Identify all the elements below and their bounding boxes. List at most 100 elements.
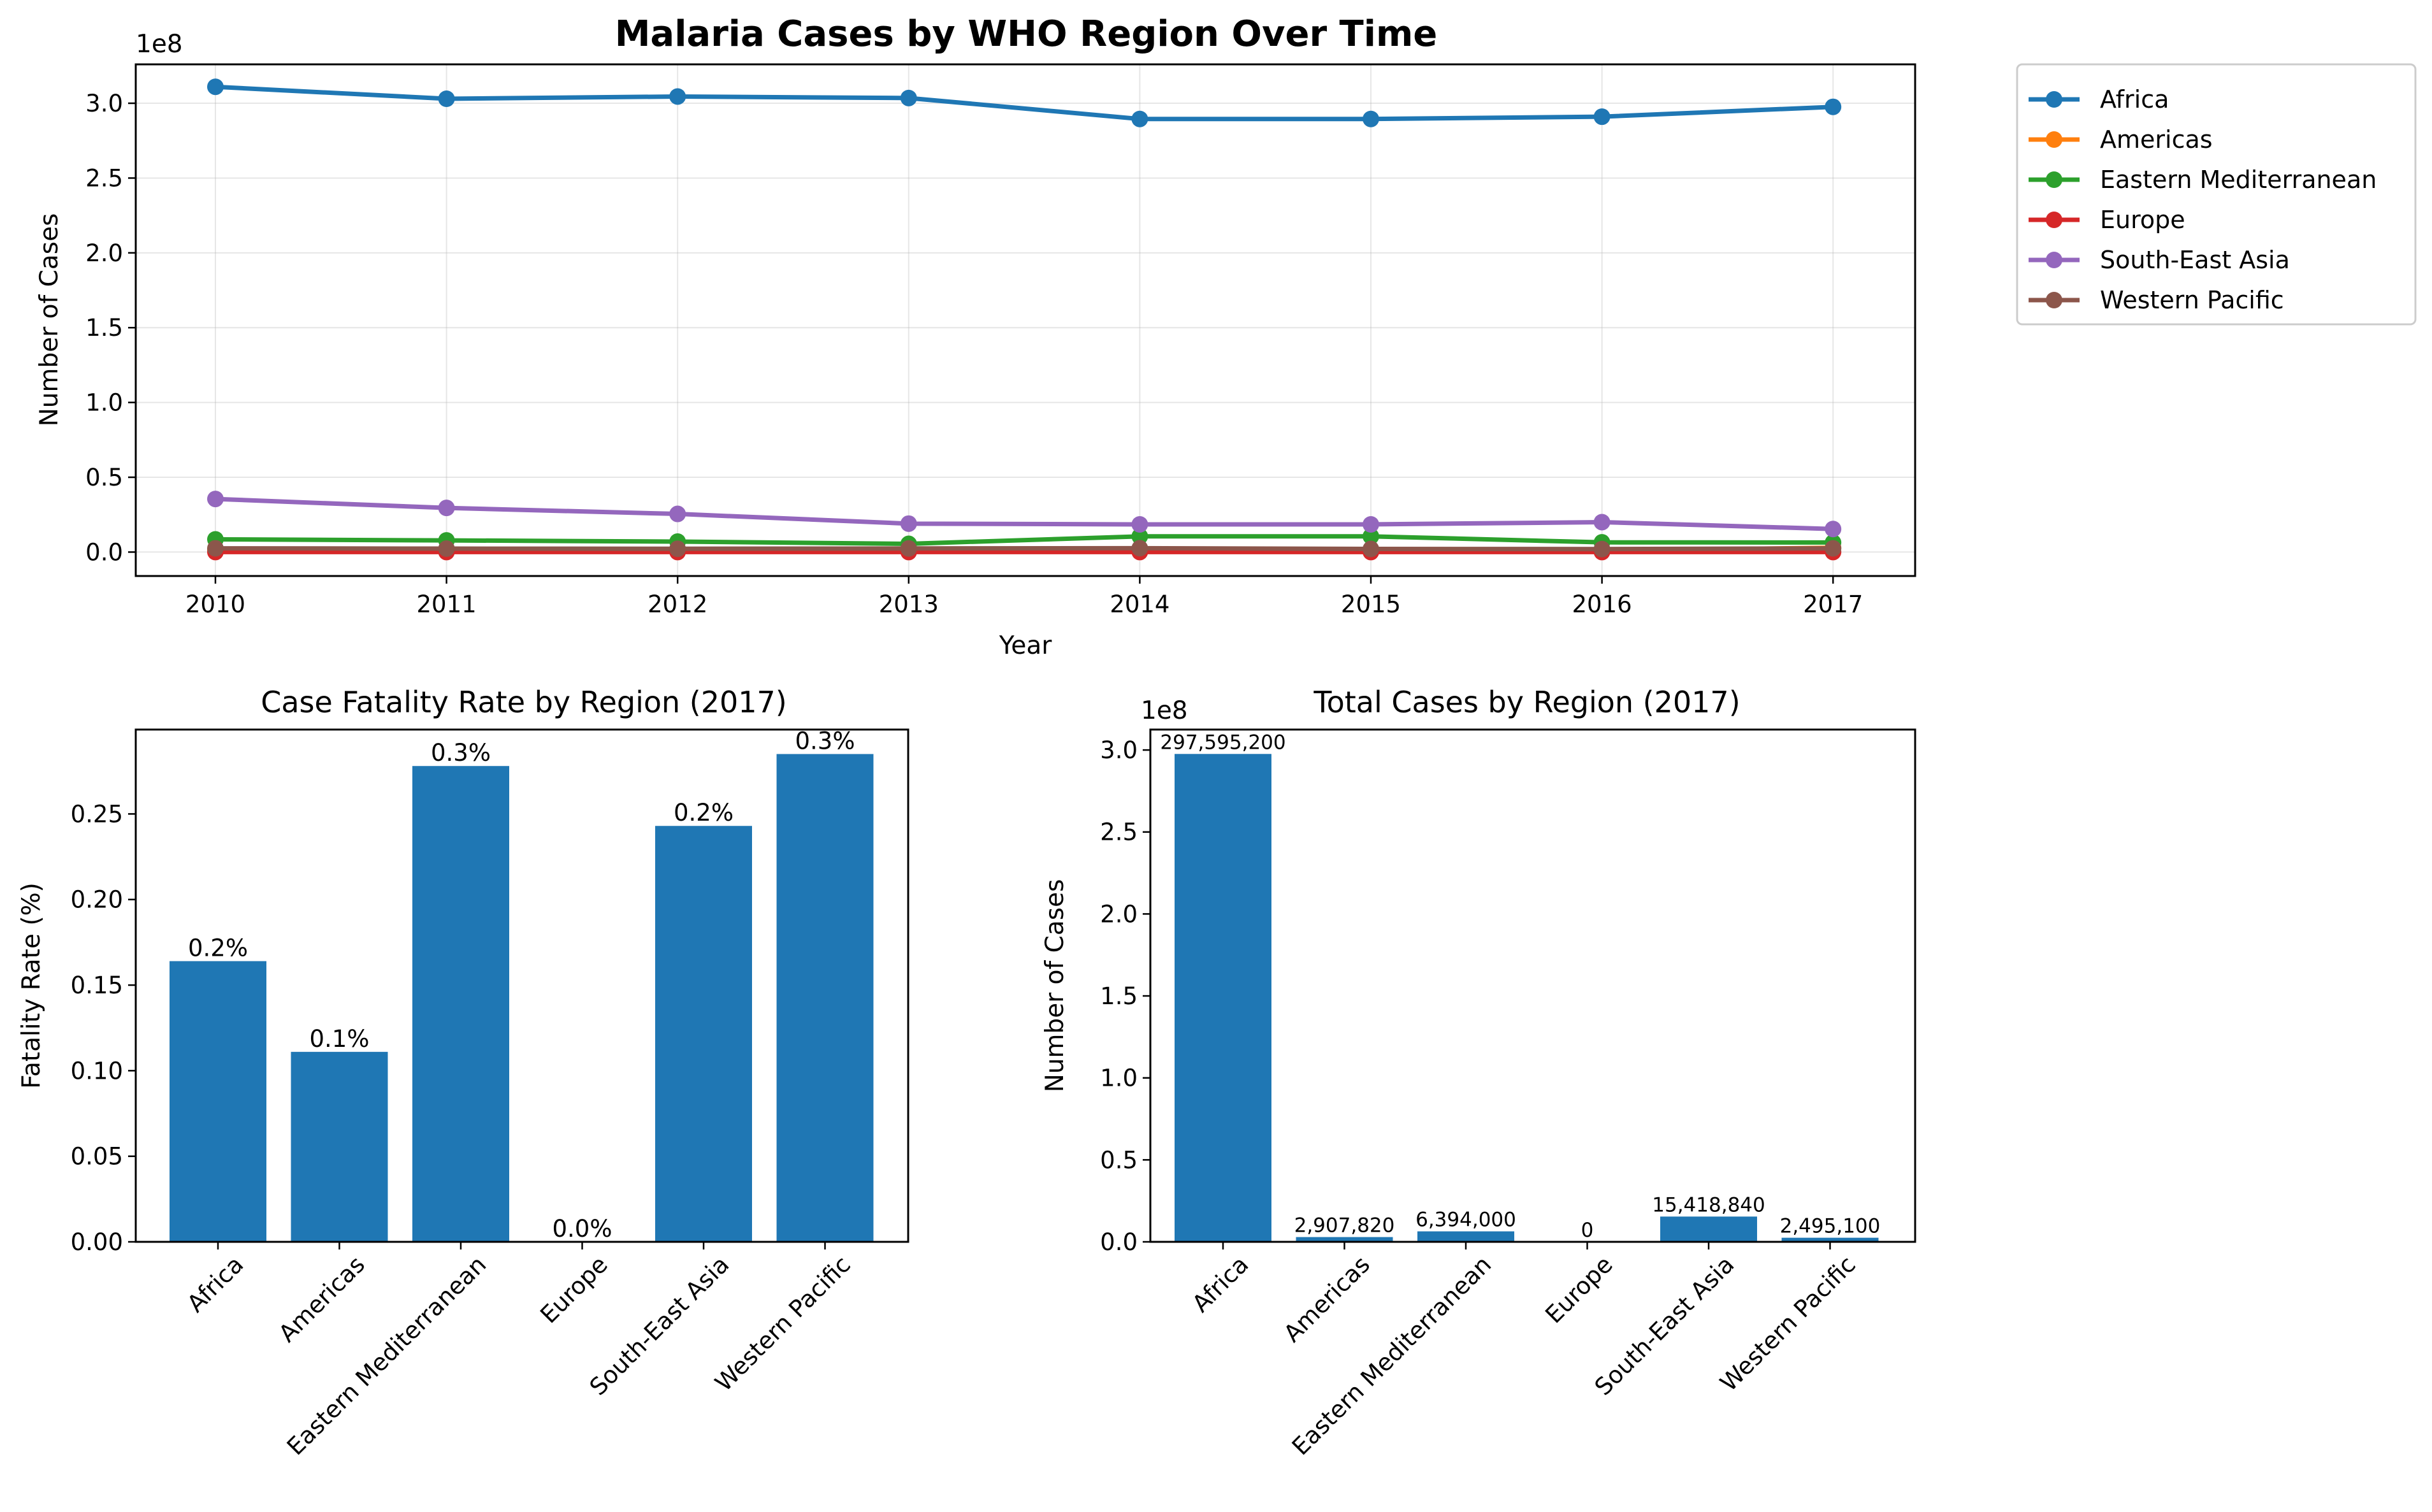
series-point — [1593, 540, 1610, 558]
line-chart-x-axis-label: Year — [999, 631, 1053, 660]
legend-marker — [2046, 171, 2062, 188]
series-western-pacific — [207, 540, 1842, 558]
cfr-bar-value-label: 0.3% — [795, 727, 855, 754]
cases-bar — [1781, 1237, 1879, 1242]
series-point — [1131, 528, 1148, 545]
cfr-bar-value-label: 0.1% — [310, 1025, 370, 1053]
cfr-y-tick-label: 0.10 — [71, 1057, 123, 1084]
series-point — [1131, 515, 1148, 533]
cfr-bar-value-label: 0.0% — [553, 1215, 612, 1242]
series-point — [207, 540, 224, 557]
series-point — [1131, 110, 1148, 127]
line-chart-y-tick-label: 2.5 — [85, 164, 123, 192]
cases-y-tick-label: 1.5 — [1100, 983, 1138, 1010]
cfr-y-tick-label: 0.00 — [71, 1228, 123, 1256]
series-point — [669, 505, 686, 522]
fatality-rate-y-ticks: 0.00 0.05 0.10 0.15 0.20 0.25 — [71, 800, 136, 1256]
line-chart-frame — [134, 63, 1916, 577]
total-cases-chart-frame — [1149, 728, 1916, 1243]
cases-y-tick-label: 1.0 — [1100, 1065, 1138, 1092]
series-point — [1363, 540, 1379, 558]
legend-entry: Western Pacific — [2029, 286, 2284, 314]
series-point — [438, 500, 455, 517]
cases-y-tick-label: 0.5 — [1100, 1146, 1138, 1174]
legend-entry: Eastern Mediterranean — [2029, 166, 2377, 194]
line-chart-y-tick-label: 0.5 — [85, 464, 123, 491]
cfr-bar — [170, 961, 266, 1242]
legend-entry: South-East Asia — [2029, 246, 2290, 274]
line-chart-x-ticks: 2010 2011 2012 2013 2014 2015 2016 2017 — [185, 576, 1863, 618]
legend-marker — [2046, 91, 2062, 108]
cases-bar — [1175, 754, 1271, 1242]
legend-label: Americas — [2100, 126, 2213, 154]
series-line — [215, 496, 1834, 531]
cases-y-tick-label: 2.5 — [1100, 819, 1138, 846]
fatality-rate-y-axis-label: Fatality Rate (%) — [17, 882, 46, 1089]
legend-entry: Americas — [2029, 126, 2213, 154]
series-point — [1593, 514, 1610, 531]
cases-y-tick-label: 0.0 — [1100, 1228, 1138, 1256]
cfr-y-tick-label: 0.20 — [71, 886, 123, 914]
cases-bar — [1660, 1216, 1757, 1242]
line-chart: Malaria Cases by WHO Region Over Time 0.… — [35, 13, 1916, 660]
series-point — [900, 515, 917, 532]
line-chart-y-tick-label: 2.0 — [85, 240, 123, 267]
series-point — [900, 89, 917, 106]
legend-box — [2016, 63, 2417, 326]
series-point — [1363, 515, 1379, 533]
series-point — [1131, 540, 1148, 557]
total-cases-y-ticks: 0.0 0.5 1.0 1.5 2.0 2.5 3.0 — [1100, 737, 1150, 1256]
cfr-y-tick-label: 0.15 — [71, 972, 123, 999]
series-point — [1825, 98, 1842, 115]
cases-bar-value-label: 2,907,820 — [1294, 1214, 1395, 1237]
legend-marker — [2046, 252, 2062, 268]
total-cases-y-axis-label: Number of Cases — [1041, 879, 1069, 1093]
legend-label: Eastern Mediterranean — [2100, 166, 2377, 194]
line-chart-x-tick-label: 2010 — [185, 591, 245, 618]
cfr-bar — [776, 754, 874, 1242]
cfr-bar — [412, 766, 509, 1242]
series-point — [438, 90, 455, 108]
legend-entry: Europe — [2029, 206, 2185, 234]
series-point — [669, 88, 686, 105]
cases-bar — [1296, 1237, 1393, 1242]
series-point — [1363, 528, 1379, 545]
series-point — [207, 78, 224, 96]
series-line — [215, 545, 1834, 552]
cfr-y-tick-label: 0.05 — [71, 1143, 123, 1170]
series-point — [1593, 108, 1610, 126]
line-chart-y-axis-label: Number of Cases — [35, 213, 64, 427]
legend-label: Africa — [2100, 85, 2169, 113]
cfr-y-tick-label: 0.25 — [71, 800, 123, 828]
line-chart-y-tick-label: 3.0 — [85, 90, 123, 117]
legend-label: South-East Asia — [2100, 246, 2290, 274]
line-chart-x-tick-label: 2016 — [1572, 591, 1632, 618]
line-chart-y-tick-label: 1.5 — [85, 314, 123, 342]
series-line — [215, 84, 1834, 122]
line-chart-y-tick-label: 0.0 — [85, 538, 123, 566]
line-chart-y-tick-label: 1.0 — [85, 389, 123, 417]
series-point — [207, 491, 224, 508]
line-chart-x-tick-label: 2015 — [1341, 591, 1401, 618]
series-south-east-asia — [207, 491, 1842, 538]
cases-y-tick-label: 3.0 — [1100, 737, 1138, 764]
legend-entry: Africa — [2029, 85, 2169, 113]
series-africa — [207, 78, 1842, 127]
cases-y-tick-label: 2.0 — [1100, 900, 1138, 928]
cases-bar-value-label: 6,394,000 — [1415, 1209, 1516, 1232]
line-chart-x-tick-label: 2014 — [1110, 591, 1169, 618]
line-chart-series — [207, 78, 1842, 561]
series-eastern-mediterranean — [207, 528, 1842, 552]
total-cases-y-offset: 1e8 — [1141, 696, 1188, 725]
total-cases-bars: 297,595,200 2,907,820 6,394,000 0 15,418,840… — [1160, 731, 1880, 1242]
cases-bar-value-label: 2,495,100 — [1780, 1215, 1881, 1238]
series-point — [1363, 110, 1379, 127]
cfr-bar-value-label: 0.2% — [674, 799, 734, 826]
line-chart-x-tick-label: 2012 — [648, 591, 707, 618]
cfr-bar — [291, 1051, 388, 1242]
cases-bar-value-label: 297,595,200 — [1160, 731, 1285, 754]
fatality-rate-bars: 0.2% 0.1% 0.3% 0.0% 0.2% 0.3% — [170, 727, 874, 1242]
cfr-bar-value-label: 0.3% — [431, 739, 491, 767]
cfr-bar — [655, 826, 752, 1242]
total-cases-chart-title: Total Cases by Region (2017) — [1313, 685, 1740, 719]
